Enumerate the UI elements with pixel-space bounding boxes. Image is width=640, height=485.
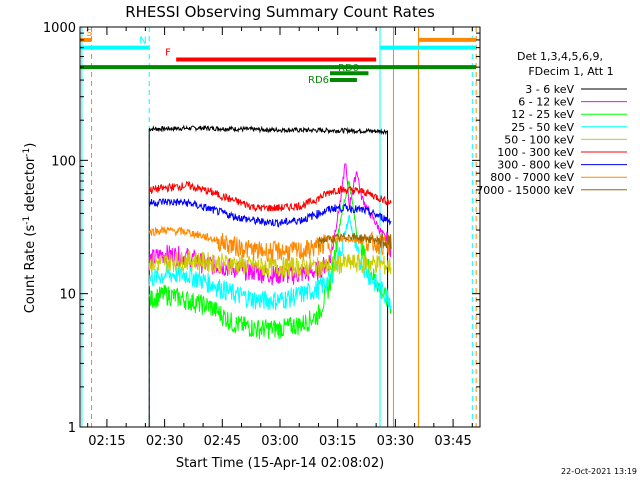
svg-text:Count Rate (s-1 detector-1): Count Rate (s-1 detector-1): [22, 143, 38, 314]
series-line: [318, 232, 392, 251]
legend-label: 100 - 300 keV: [497, 146, 574, 159]
y-label-part2: detector: [23, 156, 38, 216]
x-tick-label: 02:45: [204, 434, 241, 449]
series-line: [148, 224, 392, 262]
legend-label: 50 - 100 keV: [504, 133, 574, 146]
legend-label: 7000 - 15000 keV: [476, 184, 574, 197]
series-layer: [148, 124, 392, 428]
legend-label: 300 - 800 keV: [497, 159, 574, 172]
x-tick-label: 03:45: [434, 434, 471, 449]
marker-layer: [81, 27, 477, 427]
annotation-label: F: [165, 48, 171, 59]
legend-label: 6 - 12 keV: [518, 96, 574, 109]
plot-frame: [79, 26, 481, 428]
legend-label: 800 - 7000 keV: [490, 171, 574, 184]
legend-title-line1: Det 1,3,4,5,6,9,: [517, 50, 603, 63]
annotation-label: N: [139, 36, 146, 47]
annotation-label: S: [86, 28, 92, 39]
annotation-layer: SNFRD0RD6: [80, 28, 477, 86]
x-tick-label: 03:15: [319, 434, 356, 449]
x-tick-label: 02:15: [88, 434, 125, 449]
y-tick-label: 1: [68, 421, 76, 436]
y-tick-label: 10: [59, 288, 76, 303]
series-line: [148, 250, 392, 279]
axes-layer: 02:15 02:30 02:45 03:00 03:15 03:30 03:45 1 10 10…: [43, 21, 481, 449]
y-label-part1: Count Rate (s: [23, 225, 38, 314]
legend-label: 12 - 25 keV: [511, 108, 574, 121]
series-line: [148, 124, 389, 428]
x-tick-label: 03:30: [377, 434, 414, 449]
y-label-sup1: -1: [22, 216, 32, 225]
y-tick-label: 100: [51, 154, 76, 169]
chart-title: RHESSI Observing Summary Count Rates: [125, 3, 435, 21]
y-label-sup2: -1: [22, 148, 32, 157]
legend-label: 25 - 50 keV: [511, 121, 574, 134]
series-line: [148, 197, 392, 228]
x-tick-label: 02:30: [146, 434, 183, 449]
annotation-label: RD6: [308, 75, 329, 86]
series-line: [148, 180, 392, 340]
series-line: [148, 180, 392, 212]
x-tick-label: 03:00: [261, 434, 298, 449]
legend-label: 3 - 6 keV: [525, 83, 574, 96]
y-tick-label: 1000: [43, 21, 76, 36]
footer-date: 22-Oct-2021 13:19: [561, 467, 637, 476]
y-axis-label: Count Rate (s-1 detector-1): [22, 143, 38, 314]
legend-title-line2: FDecim 1, Att 1: [528, 65, 613, 78]
series-line: [148, 214, 392, 311]
y-label-part3: ): [23, 143, 38, 148]
x-axis-label: Start Time (15-Apr-14 02:08:02): [176, 456, 384, 471]
